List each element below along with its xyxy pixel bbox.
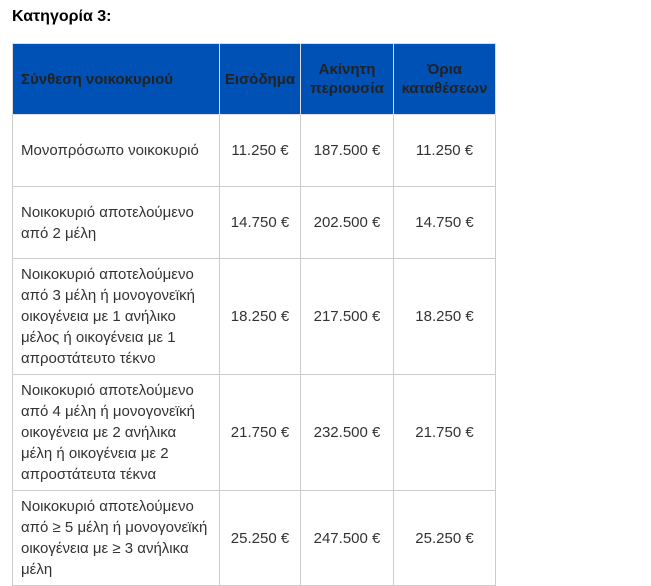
table-row: Μονοπρόσωπο νοικοκυριό 11.250 € 187.500 … [12, 114, 496, 187]
cell-composition: Νοικοκυριό αποτελούμενο από 2 μέλη [12, 186, 220, 259]
cell-income: 25.250 € [219, 490, 301, 586]
cell-property: 217.500 € [300, 258, 394, 375]
table-row: Νοικοκυριό αποτελούμενο από 4 μέλη ή μον… [12, 374, 496, 491]
cell-property: 232.500 € [300, 374, 394, 491]
category-title: Κατηγορία 3: [12, 8, 112, 25]
cell-deposits: 18.250 € [393, 258, 496, 375]
cell-property: 187.500 € [300, 114, 394, 187]
table-row: Νοικοκυριό αποτελούμενο από 3 μέλη ή μον… [12, 258, 496, 375]
cell-composition: Μονοπρόσωπο νοικοκυριό [12, 114, 220, 187]
cell-income: 18.250 € [219, 258, 301, 375]
table-row: Νοικοκυριό αποτελούμενο από 2 μέλη 14.75… [12, 186, 496, 259]
cell-composition: Νοικοκυριό αποτελούμενο από 4 μέλη ή μον… [12, 374, 220, 491]
header-income: Εισόδημα [219, 43, 301, 115]
header-deposits: Όρια καταθέσεων [393, 43, 496, 115]
cell-composition: Νοικοκυριό αποτελούμενο από 3 μέλη ή μον… [12, 258, 220, 375]
cell-deposits: 21.750 € [393, 374, 496, 491]
cell-deposits: 11.250 € [393, 114, 496, 187]
header-row: Σύνθεση νοικοκυριού Εισόδημα Ακίνητη περ… [12, 43, 496, 115]
cell-deposits: 25.250 € [393, 490, 496, 586]
cell-income: 21.750 € [219, 374, 301, 491]
cell-property: 202.500 € [300, 186, 394, 259]
cell-income: 11.250 € [219, 114, 301, 187]
header-composition: Σύνθεση νοικοκυριού [12, 43, 220, 115]
cell-deposits: 14.750 € [393, 186, 496, 259]
cell-composition: Νοικοκυριό αποτελούμενο από ≥ 5 μέλη ή μ… [12, 490, 220, 586]
cell-property: 247.500 € [300, 490, 394, 586]
header-property: Ακίνητη περιουσία [300, 43, 394, 115]
eligibility-table: Σύνθεση νοικοκυριού Εισόδημα Ακίνητη περ… [12, 43, 496, 586]
cell-income: 14.750 € [219, 186, 301, 259]
table-row: Νοικοκυριό αποτελούμενο από ≥ 5 μέλη ή μ… [12, 490, 496, 586]
